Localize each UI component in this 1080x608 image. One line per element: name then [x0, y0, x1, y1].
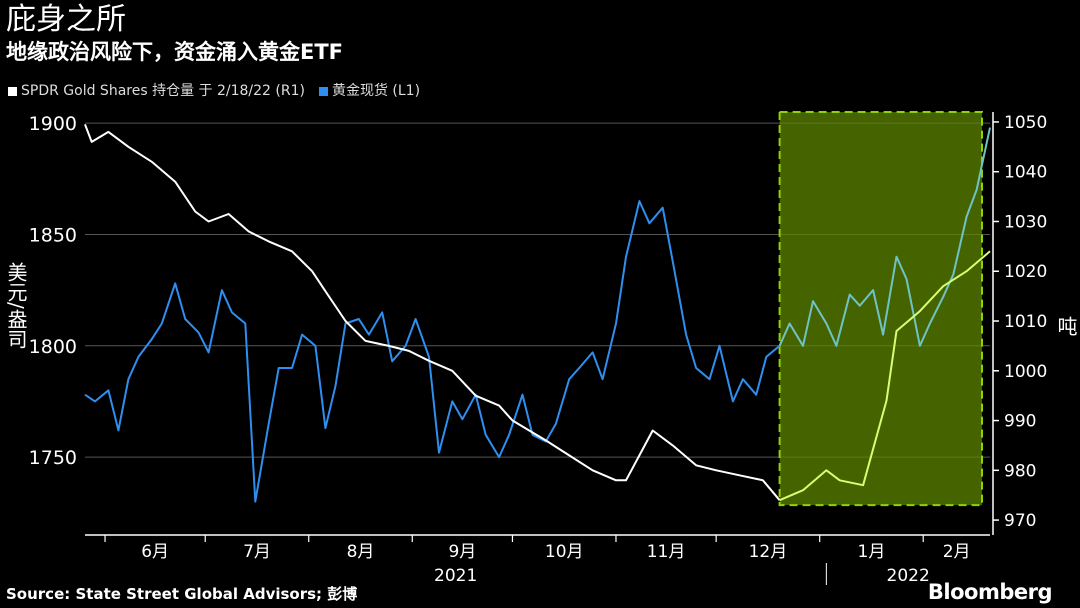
left-tick-label-1750: 1750: [29, 447, 77, 469]
month-label-4: 10月: [545, 542, 584, 562]
highlight-region: [778, 111, 983, 507]
month-label-8: 2月: [943, 542, 971, 562]
legend-swatch-spot-gold: [318, 86, 328, 96]
month-label-0: 6月: [141, 542, 169, 562]
legend-item-spot-gold: 黄金现货 (L1): [318, 82, 421, 100]
month-label-1: 7月: [243, 542, 271, 562]
legend-label-spot-gold: 黄金现货 (L1): [331, 83, 421, 99]
gld-holdings-line: [84, 124, 781, 501]
month-label-3: 9月: [448, 542, 476, 562]
left-axis-label: 美元/盎司: [4, 262, 28, 349]
right-tick-label-1030: 1030: [1004, 212, 1047, 232]
right-tick-label-980: 980: [1004, 461, 1036, 481]
right-tick-label-1050: 1050: [1004, 113, 1047, 133]
spot-gold-line: [84, 200, 781, 503]
year-label-2022: 2022: [887, 566, 930, 586]
right-axis-label: 吨: [1054, 316, 1078, 336]
month-label-6: 12月: [749, 542, 788, 562]
gld-holdings-line-highlighted: [779, 250, 991, 502]
legend-swatch-holdings: [8, 86, 17, 96]
right-tick-label-1040: 1040: [1004, 163, 1047, 183]
left-tick-label-1800: 1800: [29, 336, 77, 358]
right-tick-label-1010: 1010: [1004, 312, 1047, 332]
year-label-2021: 2021: [434, 566, 477, 586]
legend: SPDR Gold Shares 持仓量 于 2/18/22 (R1) 黄金现货…: [8, 82, 420, 100]
legend-item-holdings: SPDR Gold Shares 持仓量 于 2/18/22 (R1): [8, 82, 305, 100]
right-tick-label-1020: 1020: [1004, 262, 1047, 282]
chart-subtitle: 地缘政治风险下，资金涌入黄金ETF: [6, 40, 344, 64]
right-tick-label-990: 990: [1004, 412, 1036, 432]
month-label-2: 8月: [347, 542, 375, 562]
bloomberg-logo: Bloomberg: [927, 580, 1053, 604]
month-label-5: 11月: [647, 542, 686, 562]
chart-title: 庇身之所: [6, 2, 126, 37]
left-tick-label-1900: 1900: [29, 113, 77, 135]
right-tick-label-1000: 1000: [1004, 362, 1047, 382]
source-note: Source: State Street Global Advisors; 彭博: [6, 585, 358, 603]
right-tick-label-970: 970: [1004, 511, 1036, 531]
legend-label-holdings: SPDR Gold Shares 持仓量 于 2/18/22 (R1): [21, 83, 305, 99]
month-label-7: 1月: [858, 542, 886, 562]
spot-gold-line-highlighted: [778, 127, 991, 347]
left-tick-label-1850: 1850: [29, 224, 77, 246]
